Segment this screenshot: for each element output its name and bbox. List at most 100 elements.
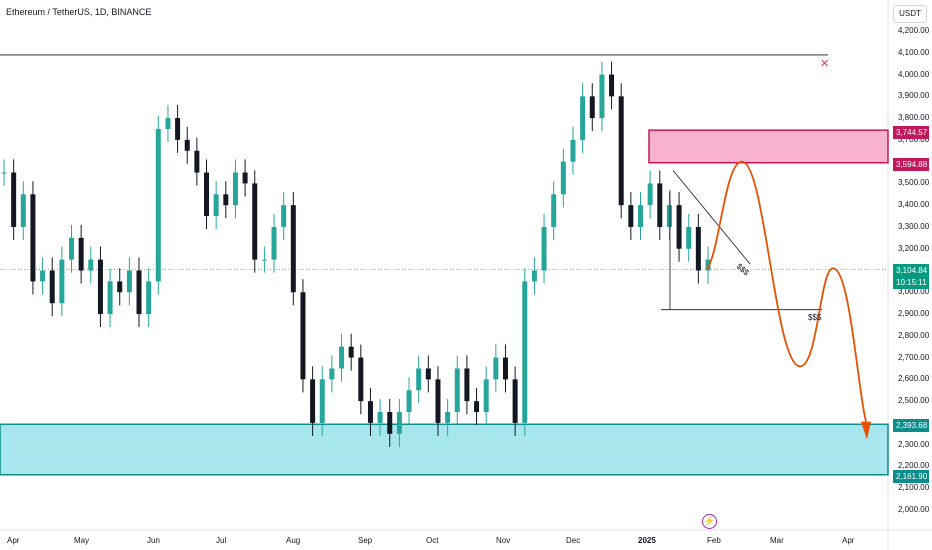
candle-body [97,259,103,315]
supply-zone [648,129,889,164]
price-axis-label: 4,200.00 [898,26,930,35]
candle-body [78,237,84,271]
price-axis-label: 2,300.00 [898,439,930,449]
candle-body [223,194,229,206]
candle-body [204,172,210,217]
candle-body [290,205,296,293]
candle-body [271,226,277,260]
countdown-tag: 10:15:11 [893,276,929,289]
candle-body [184,139,190,151]
candle-body [232,172,238,206]
candle-body [88,259,94,271]
price-axis-label: 2,700.00 [898,352,930,362]
time-axis-label: Apr [842,536,855,545]
candle-body [358,357,364,402]
time-axis-label: Oct [426,536,439,545]
candle-body [628,205,634,227]
time-axis-label: Apr [7,536,20,545]
time-axis-label: Mar [770,536,784,545]
demand-bottom-tag: 2,161.90 [893,470,929,483]
candle-body [416,368,422,391]
projection-path [706,160,867,422]
candle-body [406,390,412,413]
candle-body [609,74,615,97]
candle-body [464,368,470,402]
liquidity-trendline [672,170,751,265]
candle-body [512,379,518,423]
candle-body [319,379,325,423]
time-axis-label: 2025 [638,536,656,545]
price-axis-label: 3,900.00 [898,91,930,101]
candle-body [194,150,200,173]
candle-body [483,379,489,413]
candle-body [551,194,557,227]
symbol-title: Ethereum / TetherUS, 1D, BINANCE [6,7,152,17]
current-price-tag: 3,104.84 [893,264,929,277]
price-axis-label: 2,800.00 [898,330,930,340]
price-axis-label: 2,100.00 [898,483,930,493]
close-icon[interactable]: ✕ [820,58,830,70]
price-axis-label: 3,500.00 [898,178,930,188]
candle-body [425,368,431,380]
candle-body [281,205,287,227]
candle-body [570,139,576,162]
candle-body [676,205,682,249]
candle-body [657,183,663,227]
time-axis-label: Dec [566,536,581,545]
time-axis-label: Sep [358,536,373,545]
candle-body [329,368,335,380]
candle-body [531,270,537,282]
candle-body [213,194,219,217]
candle-body [126,270,132,293]
candle-body [647,183,653,206]
price-axis-label: 3,000.00 [898,287,930,297]
candle-body [618,96,624,206]
time-axis-label: May [74,536,90,545]
candle-body [348,346,354,358]
candle-body [136,270,142,315]
candle-body [20,194,26,227]
candle-body [242,172,248,184]
price-axis-label: 3,400.00 [898,200,930,210]
candle-body [300,292,306,380]
price-axis-label: 3,200.00 [898,243,930,253]
candle-body [1,172,7,174]
projection-arrowhead [861,421,871,440]
price-axis-label: 3,800.00 [898,113,930,123]
candle-body [30,194,36,282]
demand-top-tag: 2,393.68 [893,419,929,432]
lightning-icon[interactable]: ⚡ [702,514,717,529]
candle-body [580,96,586,140]
time-axis-label: Feb [707,536,721,545]
candle-body [560,161,566,195]
candle-body [396,412,402,434]
candle-body [541,226,547,271]
time-axis-label: Jun [147,536,160,545]
candle-body [155,128,161,282]
candle-body [261,259,267,261]
candle-body [435,379,441,423]
candle-body [445,412,451,423]
currency-selector[interactable]: USDT [893,5,927,23]
liquidity-label-lower: $$$ [808,313,822,322]
candle-body [637,205,643,227]
time-axis-label: Aug [286,536,301,545]
candle-body [377,412,383,423]
candle-body [695,226,701,271]
candle-body [387,412,393,434]
candle-body [252,183,258,260]
candle-body [522,281,528,423]
price-axis-label: 3,700.00 [898,134,930,144]
candle-body [107,281,113,315]
price-axis-label: 4,100.00 [898,47,930,57]
time-axis-label: Jul [216,536,227,545]
price-axis-label: 2,600.00 [898,374,930,384]
candle-body [69,237,75,260]
candle-body [367,401,373,423]
candle-body [705,259,711,271]
candle-body [666,205,672,227]
candle-body [339,346,345,369]
candle-body [146,281,152,315]
candle-body [49,270,55,304]
